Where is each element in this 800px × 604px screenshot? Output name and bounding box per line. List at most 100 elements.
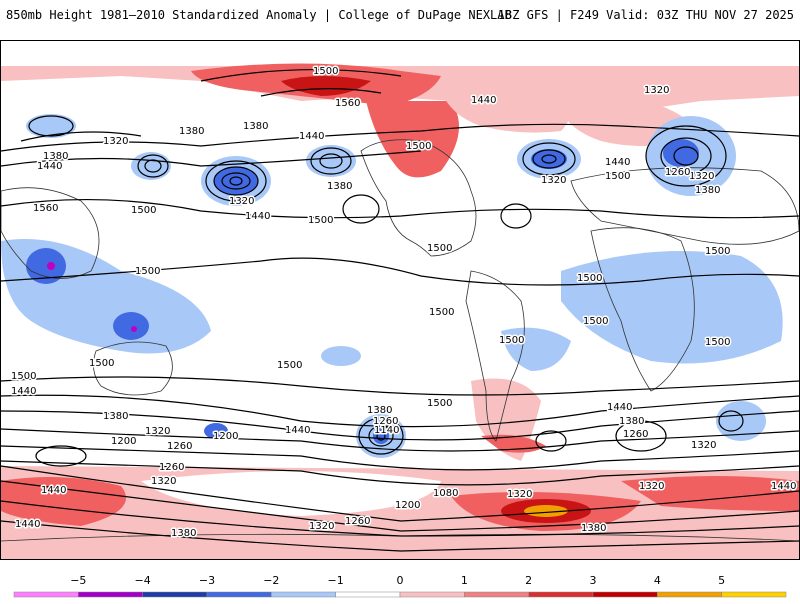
negative-anomaly-siberia <box>131 152 171 180</box>
anomaly-shading <box>1 63 799 559</box>
contour-1500-mid-north <box>1 199 799 219</box>
contour-1500-south <box>1 376 799 396</box>
contour-label: 1320 <box>689 171 714 182</box>
contour-label: 1440 <box>607 402 632 413</box>
colorbar-tick-label: 4 <box>654 574 661 587</box>
colorbar-segment <box>142 591 208 598</box>
positive-anomaly-south-west <box>1 477 126 526</box>
contour-label: 1500 <box>499 335 524 346</box>
contour-1320-arctic <box>20 131 142 142</box>
low-south-east <box>718 410 744 432</box>
low-south-pacific-3 <box>376 431 386 441</box>
low-siberia-2 <box>144 159 162 173</box>
low-atlantic-1 <box>522 142 576 176</box>
contour-1320-south <box>1 428 799 452</box>
extreme-positive-south <box>524 505 568 517</box>
contour-label: 1260 <box>345 516 370 527</box>
map-title: 850mb Height 1981–2010 Standardized Anom… <box>6 8 512 22</box>
negative-anomaly-gulf-alaska <box>306 145 356 177</box>
contour-label: 1200 <box>213 431 238 442</box>
contour-label: 1440 <box>15 519 40 530</box>
contour-label: 1500 <box>406 141 431 152</box>
low-south-west <box>35 445 87 467</box>
contour-1320-antarctic <box>1 480 799 532</box>
strong-negative-europe <box>663 139 699 167</box>
eurasia-coast <box>570 167 799 245</box>
contour-label: 1500 <box>89 358 114 369</box>
positive-anomaly-canada <box>366 101 459 178</box>
colorbar-segment <box>335 591 401 598</box>
contour-label: 1440 <box>771 481 796 492</box>
low-europe-2 <box>660 137 712 175</box>
low-aleutian-2 <box>213 166 259 196</box>
contour-label: 1380 <box>327 181 352 192</box>
white-southern-ocean <box>141 471 441 516</box>
contour-label: 1560 <box>33 203 58 214</box>
contour-1560-north <box>260 88 382 97</box>
height-contours <box>1 69 799 552</box>
colorbar-svg: −5 −4 −3 −2 −1 0 1 2 3 4 5 <box>13 574 787 598</box>
low-south-pacific-1 <box>358 417 404 455</box>
negative-anomaly-arctic-west <box>26 114 76 138</box>
contour-1500-tropics <box>1 257 799 286</box>
low-aleutian-4 <box>229 176 243 186</box>
extreme-negative-indian <box>47 262 55 270</box>
contour-label: 1260 <box>623 429 648 440</box>
contour-label: 1380 <box>103 411 128 422</box>
low-europe-3 <box>673 146 699 166</box>
contour-label: 1080 <box>433 488 458 499</box>
colorbar-tick-label: −4 <box>135 574 151 587</box>
contour-label: 1500 <box>11 371 36 382</box>
contour-1260-antarctic <box>1 465 799 522</box>
contour-label: 1380 <box>581 523 606 534</box>
strong-negative-maritime <box>113 312 149 340</box>
contour-label: 1440 <box>471 95 496 106</box>
contour-1440-arctic <box>1 123 799 152</box>
contour-label: 1320 <box>644 85 669 96</box>
contour-label: 1440 <box>245 211 270 222</box>
colorbar-segment <box>78 591 143 598</box>
colorbar-segment <box>271 591 336 598</box>
africa-coast <box>590 227 695 392</box>
contour-label: 1320 <box>103 136 128 147</box>
contour-label: 1260 <box>167 441 192 452</box>
anomaly-colorbar: −5 −4 −3 −2 −1 0 1 2 3 4 5 <box>0 568 800 600</box>
colorbar-segment <box>528 591 594 598</box>
strong-positive-pacific <box>281 76 371 96</box>
low-europe-1 <box>645 125 727 187</box>
colorbar-tick-label: 1 <box>461 574 468 587</box>
contour-label: 1140 <box>374 425 399 436</box>
high-south-east <box>535 430 567 452</box>
low-aleutian-1 <box>205 160 267 202</box>
asia-east-coast <box>1 187 100 279</box>
contour-1260-south <box>1 445 799 471</box>
colorbar-segments <box>13 591 787 598</box>
contour-label: 1500 <box>313 66 338 77</box>
strong-negative-aleutian <box>214 167 258 195</box>
colorbar-tick-label: −2 <box>263 574 279 587</box>
low-south-pacific-2 <box>368 425 394 447</box>
contour-label: 1380 <box>43 151 68 162</box>
contour-label: 1380 <box>367 405 392 416</box>
contour-label: 1440 <box>285 425 310 436</box>
colorbar-tick-label: 5 <box>718 574 725 587</box>
strong-negative-indian <box>26 248 66 284</box>
contour-labels: 1500 1560 1440 1320 1380 1380 1440 1320 … <box>10 65 798 541</box>
contour-label: 1500 <box>429 307 454 318</box>
extreme-negative-maritime <box>131 326 137 332</box>
map-header: 850mb Height 1981–2010 Standardized Anom… <box>0 0 800 30</box>
strong-negative-atlantic <box>531 149 567 169</box>
contour-label: 1560 <box>335 98 360 109</box>
contour-label: 1320 <box>145 426 170 437</box>
contour-label: 1500 <box>427 398 452 409</box>
colorbar-segment <box>399 591 465 598</box>
contour-label: 1500 <box>705 337 730 348</box>
negative-anomaly-south-indian <box>204 423 228 439</box>
model-run-info: 18Z GFS | F249 Valid: 03Z THU NOV 27 202… <box>497 8 794 22</box>
contour-label: 1500 <box>583 316 608 327</box>
contour-label: 1500 <box>131 205 156 216</box>
contour-label: 1320 <box>541 175 566 186</box>
contour-1200-south <box>1 460 799 486</box>
weather-map: 1500 1560 1440 1320 1380 1380 1440 1320 … <box>1 63 799 559</box>
contour-label: 1200 <box>111 436 136 447</box>
